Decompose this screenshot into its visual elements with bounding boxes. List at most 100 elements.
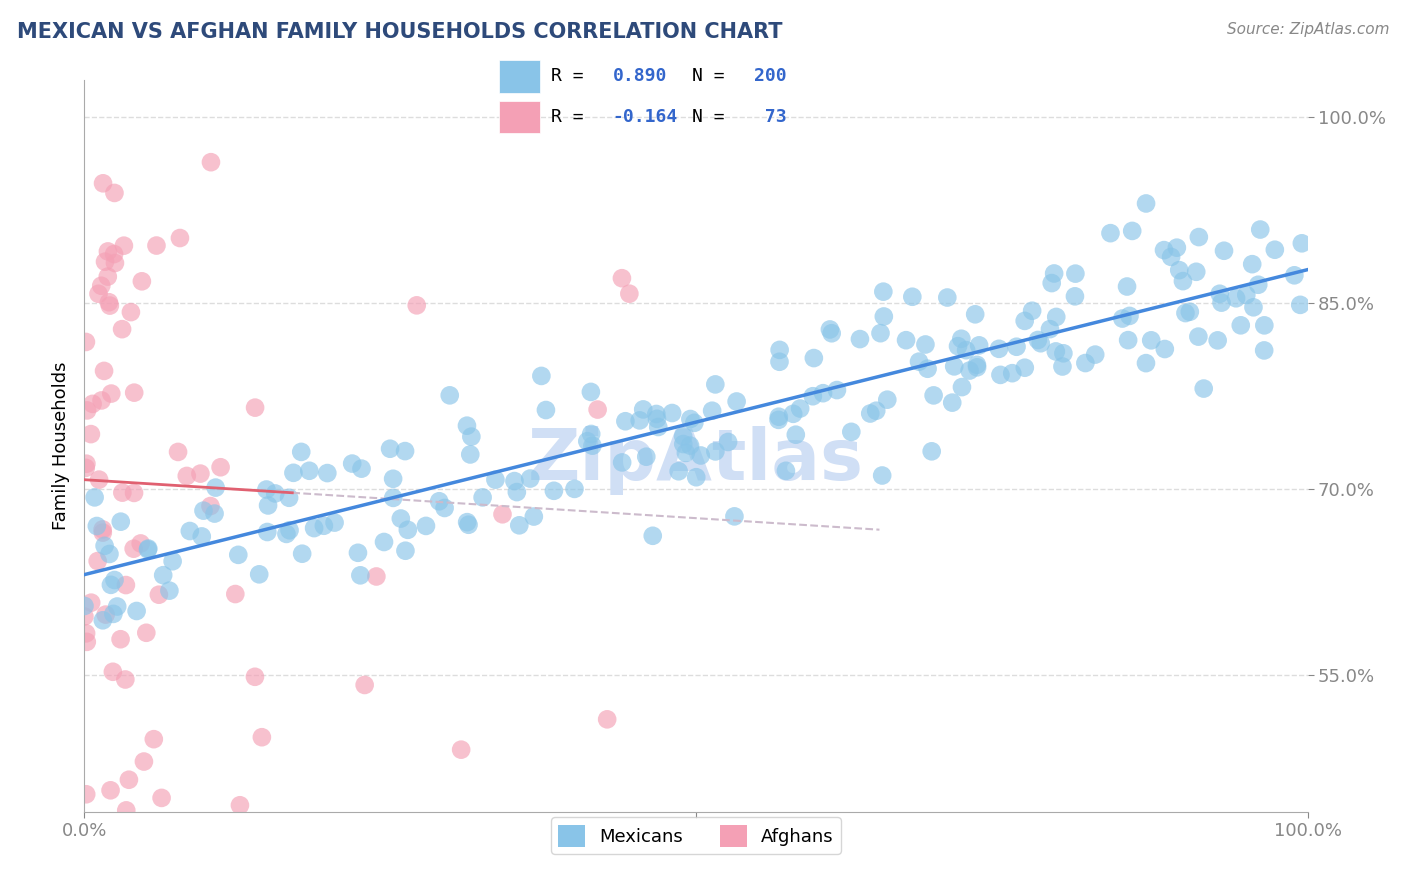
- Point: [120, 305, 142, 319]
- Point: [243, 670, 266, 684]
- Y-axis label: Family Households: Family Households: [52, 362, 70, 530]
- Point: [224, 587, 246, 601]
- Point: [457, 517, 479, 532]
- Text: R =: R =: [551, 108, 595, 126]
- Point: [176, 469, 198, 483]
- Point: [1289, 298, 1312, 312]
- Point: [83, 491, 105, 505]
- Point: [534, 403, 557, 417]
- Point: [103, 573, 125, 587]
- Point: [1118, 309, 1140, 323]
- Point: [94, 607, 117, 622]
- Point: [936, 291, 959, 305]
- Point: [1153, 243, 1175, 257]
- Point: [1188, 230, 1211, 244]
- Point: [100, 783, 122, 797]
- Point: [129, 536, 152, 550]
- Point: [378, 442, 401, 456]
- Point: [1206, 334, 1229, 348]
- Point: [769, 343, 792, 357]
- Point: [1005, 340, 1028, 354]
- Point: [1209, 286, 1232, 301]
- Point: [122, 385, 145, 400]
- Point: [87, 286, 110, 301]
- Point: [768, 413, 790, 427]
- Point: [950, 332, 973, 346]
- Text: N =: N =: [692, 108, 735, 126]
- Point: [415, 519, 437, 533]
- Point: [427, 494, 450, 508]
- Point: [1014, 314, 1036, 328]
- Point: [75, 787, 97, 801]
- Point: [523, 509, 546, 524]
- Point: [80, 596, 103, 610]
- Point: [491, 508, 513, 522]
- Point: [1135, 356, 1157, 370]
- Point: [112, 238, 135, 252]
- Point: [610, 455, 633, 469]
- Point: [73, 599, 96, 613]
- Point: [967, 338, 990, 352]
- Text: N =: N =: [692, 68, 735, 86]
- Point: [966, 358, 988, 372]
- Point: [876, 392, 898, 407]
- Point: [103, 247, 125, 261]
- Point: [148, 588, 170, 602]
- Point: [131, 274, 153, 288]
- Point: [87, 473, 110, 487]
- Point: [803, 351, 825, 365]
- Point: [872, 285, 894, 299]
- Point: [628, 413, 651, 427]
- Point: [456, 418, 478, 433]
- Point: [596, 712, 619, 726]
- Point: [1264, 243, 1286, 257]
- Point: [302, 521, 325, 535]
- Point: [631, 402, 654, 417]
- Point: [353, 678, 375, 692]
- Point: [988, 342, 1011, 356]
- Bar: [499, 101, 540, 133]
- Point: [200, 155, 222, 169]
- Point: [118, 772, 141, 787]
- Point: [152, 568, 174, 582]
- Point: [75, 626, 97, 640]
- Point: [103, 607, 125, 621]
- Point: [1211, 295, 1233, 310]
- Point: [581, 439, 603, 453]
- Point: [1026, 333, 1049, 347]
- Point: [323, 516, 346, 530]
- Point: [1140, 334, 1163, 348]
- Point: [349, 568, 371, 582]
- Point: [157, 583, 180, 598]
- Point: [209, 460, 232, 475]
- Point: [132, 755, 155, 769]
- Point: [316, 466, 339, 480]
- Point: [704, 377, 727, 392]
- Point: [679, 412, 702, 426]
- Point: [1174, 306, 1197, 320]
- Point: [179, 524, 201, 538]
- Point: [685, 470, 707, 484]
- Point: [1135, 196, 1157, 211]
- Point: [1168, 263, 1191, 277]
- Point: [679, 439, 702, 453]
- Text: 200: 200: [754, 68, 786, 86]
- Point: [849, 332, 872, 346]
- Point: [250, 730, 273, 744]
- Point: [75, 334, 97, 349]
- Point: [801, 389, 824, 403]
- Point: [257, 499, 280, 513]
- Point: [818, 322, 841, 336]
- Point: [564, 482, 586, 496]
- Point: [668, 464, 690, 478]
- Point: [641, 529, 664, 543]
- Point: [190, 467, 212, 481]
- Point: [950, 380, 973, 394]
- Point: [689, 449, 711, 463]
- Point: [1064, 267, 1087, 281]
- Point: [1111, 311, 1133, 326]
- Point: [965, 307, 987, 321]
- Point: [122, 486, 145, 500]
- Point: [725, 394, 748, 409]
- Point: [433, 500, 456, 515]
